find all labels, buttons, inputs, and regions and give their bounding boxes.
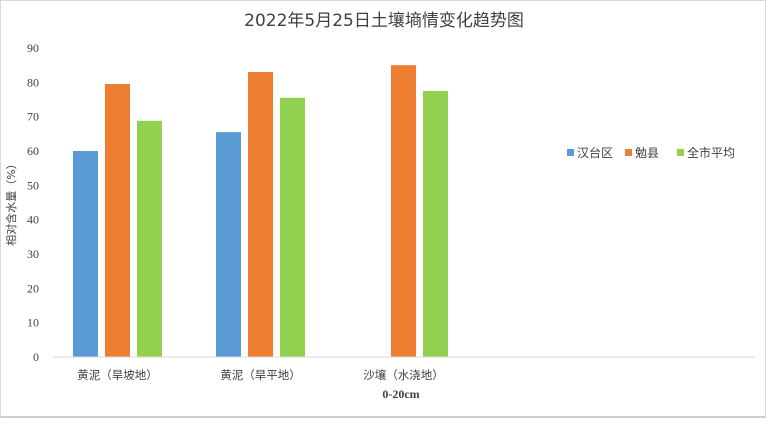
legend-swatch-2: [625, 149, 632, 156]
bar-1-2: [216, 132, 241, 357]
y-tick-label: 80: [27, 75, 39, 89]
legend-swatch-1: [567, 149, 574, 156]
bar-2-3: [391, 65, 416, 358]
x-axis-categories: 黄泥（旱坡地） 黄泥（旱平地） 沙壤（水浇地）: [77, 368, 444, 382]
x-category-label: 黄泥（旱坡地）: [77, 368, 158, 382]
y-tick-label: 30: [27, 247, 39, 261]
y-axis-ticks: 0 10 20 30 40 50 60 70 80 90: [27, 41, 39, 364]
y-tick-label: 50: [27, 178, 39, 192]
x-axis-label: 0-20cm: [382, 387, 419, 401]
x-category-label: 沙壤（水浇地）: [363, 368, 444, 382]
y-tick-label: 20: [27, 281, 39, 295]
x-category-label: 黄泥（旱平地）: [220, 368, 301, 382]
bars: [73, 65, 448, 358]
legend-label-3: 全市平均: [687, 145, 735, 160]
y-tick-label: 10: [27, 316, 39, 330]
y-tick-label: 60: [27, 144, 39, 158]
bar-2-1: [105, 84, 130, 358]
bar-3-2: [280, 97, 305, 358]
y-tick-label: 90: [27, 41, 39, 55]
legend-swatch-3: [677, 149, 684, 156]
bar-3-3: [423, 90, 448, 358]
y-tick-label: 70: [27, 110, 39, 124]
bar-3-1: [137, 120, 162, 357]
y-tick-label: 0: [33, 350, 39, 364]
bar-2-2: [248, 72, 273, 358]
bar-1-1: [73, 151, 98, 357]
legend-label-2: 勉县: [635, 146, 659, 160]
y-tick-label: 40: [27, 213, 39, 227]
y-axis-label-group: 相对含水量（%）: [4, 158, 18, 245]
chart-title: 2022年5月25日土壤墒情变化趋势图: [244, 10, 524, 31]
legend-label-1: 汉台区: [577, 145, 613, 160]
y-axis-label: 相对含水量（%）: [4, 158, 18, 245]
legend: 汉台区 勉县 全市平均: [567, 145, 735, 160]
